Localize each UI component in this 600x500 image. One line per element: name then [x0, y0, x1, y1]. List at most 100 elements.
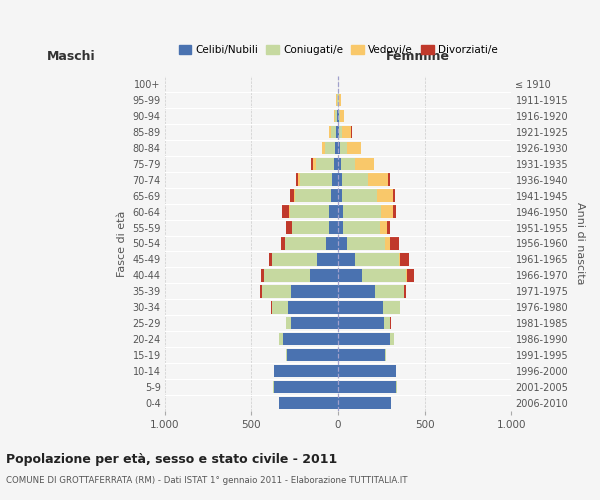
Bar	[338, 238, 347, 250]
Bar	[286, 317, 292, 330]
Bar	[362, 269, 406, 281]
Bar	[290, 190, 294, 202]
Bar	[338, 110, 339, 122]
Bar	[341, 158, 355, 170]
Bar	[340, 142, 347, 154]
Bar	[340, 110, 344, 122]
Bar	[269, 253, 272, 266]
Bar	[289, 206, 290, 218]
Bar	[355, 253, 399, 266]
Bar	[343, 126, 351, 138]
Text: Femmine: Femmine	[386, 50, 450, 62]
Bar	[338, 301, 383, 314]
Bar	[407, 269, 414, 281]
Bar	[290, 206, 329, 218]
Bar	[337, 126, 338, 138]
Bar	[282, 206, 289, 218]
Bar	[334, 110, 335, 122]
Bar	[281, 238, 285, 250]
Bar	[338, 206, 343, 218]
Bar	[292, 285, 338, 298]
Bar	[296, 174, 298, 186]
Bar	[329, 206, 338, 218]
Bar	[300, 174, 332, 186]
Bar	[335, 142, 338, 154]
Bar	[317, 253, 338, 266]
Bar	[338, 269, 362, 281]
Legend: Celibi/Nubili, Coniugati/e, Vedovi/e, Divorziati/e: Celibi/Nubili, Coniugati/e, Vedovi/e, Di…	[175, 41, 502, 60]
Bar	[274, 381, 338, 394]
Bar	[384, 317, 390, 330]
Bar	[339, 94, 341, 106]
Bar	[404, 285, 406, 298]
Bar	[336, 94, 337, 106]
Bar	[392, 190, 395, 202]
Text: Popolazione per età, sesso e stato civile - 2011: Popolazione per età, sesso e stato civil…	[6, 452, 337, 466]
Bar	[347, 238, 385, 250]
Bar	[338, 190, 343, 202]
Bar	[406, 269, 407, 281]
Bar	[271, 301, 272, 314]
Bar	[332, 174, 338, 186]
Bar	[334, 158, 338, 170]
Bar	[310, 269, 338, 281]
Bar	[338, 174, 341, 186]
Bar	[316, 158, 334, 170]
Bar	[279, 333, 283, 345]
Bar	[338, 365, 396, 378]
Bar	[396, 381, 397, 394]
Bar	[322, 142, 325, 154]
Bar	[325, 142, 335, 154]
Bar	[385, 238, 390, 250]
Bar	[386, 222, 390, 234]
Bar	[286, 349, 287, 362]
Bar	[376, 285, 404, 298]
Bar	[339, 110, 340, 122]
Bar	[294, 190, 295, 202]
Bar	[380, 222, 386, 234]
Bar	[343, 190, 377, 202]
Bar	[283, 333, 338, 345]
Bar	[337, 94, 338, 106]
Bar	[338, 158, 341, 170]
Bar	[338, 285, 376, 298]
Bar	[341, 174, 368, 186]
Bar	[298, 174, 300, 186]
Bar	[368, 174, 388, 186]
Bar	[311, 158, 313, 170]
Bar	[337, 110, 338, 122]
Bar	[292, 317, 338, 330]
Bar	[390, 238, 399, 250]
Bar	[285, 238, 326, 250]
Bar	[262, 285, 292, 298]
Bar	[392, 206, 396, 218]
Bar	[287, 349, 338, 362]
Bar	[343, 206, 380, 218]
Bar	[343, 222, 380, 234]
Bar	[338, 381, 396, 394]
Bar	[273, 381, 274, 394]
Bar	[326, 238, 338, 250]
Bar	[263, 269, 310, 281]
Bar	[383, 301, 400, 314]
Bar	[338, 397, 391, 409]
Bar	[292, 222, 329, 234]
Bar	[274, 365, 338, 378]
Bar	[377, 190, 392, 202]
Text: COMUNE DI GROTTAFERRATA (RM) - Dati ISTAT 1° gennaio 2011 - Elaborazione TUTTITA: COMUNE DI GROTTAFERRATA (RM) - Dati ISTA…	[6, 476, 407, 485]
Bar	[331, 190, 338, 202]
Bar	[279, 397, 338, 409]
Text: Maschi: Maschi	[47, 50, 95, 62]
Bar	[355, 158, 374, 170]
Bar	[338, 349, 385, 362]
Bar	[288, 301, 338, 314]
Bar	[338, 142, 340, 154]
Bar	[329, 126, 331, 138]
Bar	[338, 253, 355, 266]
Bar	[272, 301, 288, 314]
Bar	[400, 253, 409, 266]
Bar	[390, 333, 394, 345]
Bar	[380, 206, 392, 218]
Bar	[261, 269, 263, 281]
Bar	[347, 142, 361, 154]
